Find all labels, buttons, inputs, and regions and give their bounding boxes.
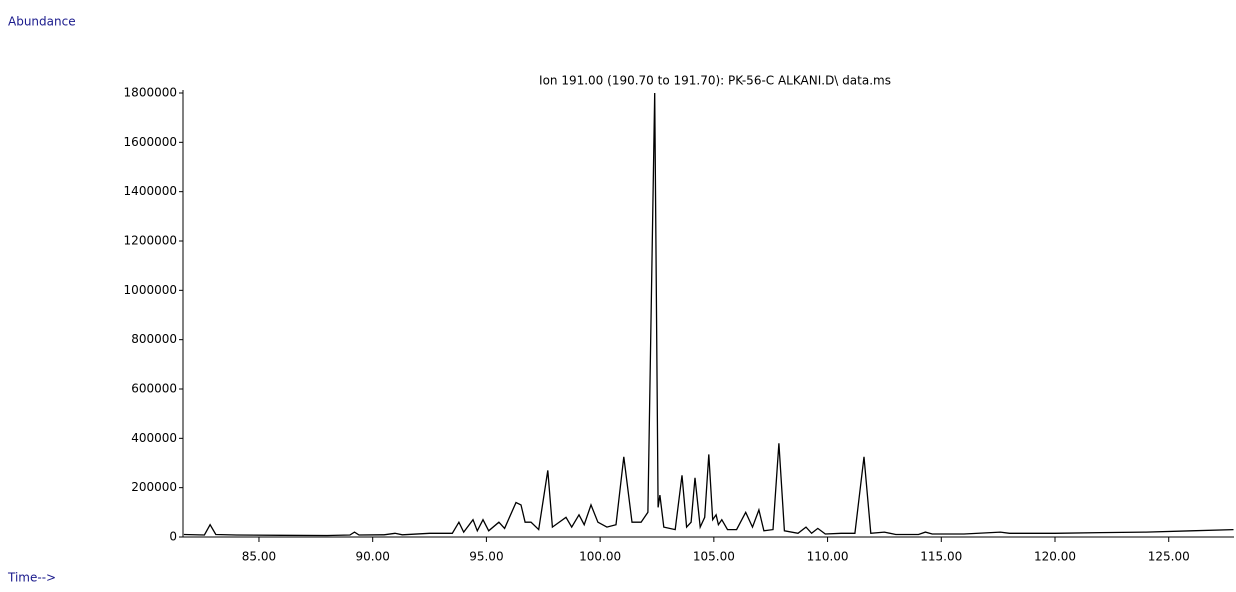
y-tick-label: 1600000 — [124, 135, 177, 149]
x-tick-label: 85.00 — [242, 550, 276, 564]
y-tick-label: 600000 — [131, 382, 177, 396]
chart-title: Ion 191.00 (190.70 to 191.70): PK-56-C A… — [539, 74, 891, 88]
y-tick-label: 1400000 — [124, 184, 177, 198]
x-tick-label: 100.00 — [579, 550, 621, 564]
y-tick-label: 1200000 — [124, 234, 177, 248]
signal-line — [183, 92, 1234, 537]
y-tick-label: 200000 — [131, 480, 177, 494]
x-tick-label: 95.00 — [469, 550, 503, 564]
x-tick-label: 115.00 — [920, 550, 962, 564]
y-tick-label: 1000000 — [124, 283, 177, 297]
y-tick-label: 0 — [169, 530, 177, 544]
y-tick-label: 400000 — [131, 431, 177, 445]
x-tick-label: 120.00 — [1034, 550, 1076, 564]
y-tick-label: 1800000 — [124, 86, 177, 100]
x-axis-label: Time--> — [7, 571, 56, 585]
x-tick-label: 125.00 — [1148, 550, 1190, 564]
y-tick-label: 800000 — [131, 332, 177, 346]
x-tick-label: 105.00 — [693, 550, 735, 564]
x-tick-label: 110.00 — [807, 550, 849, 564]
y-axis-label: Abundance — [8, 15, 76, 29]
x-tick-label: 90.00 — [356, 550, 390, 564]
